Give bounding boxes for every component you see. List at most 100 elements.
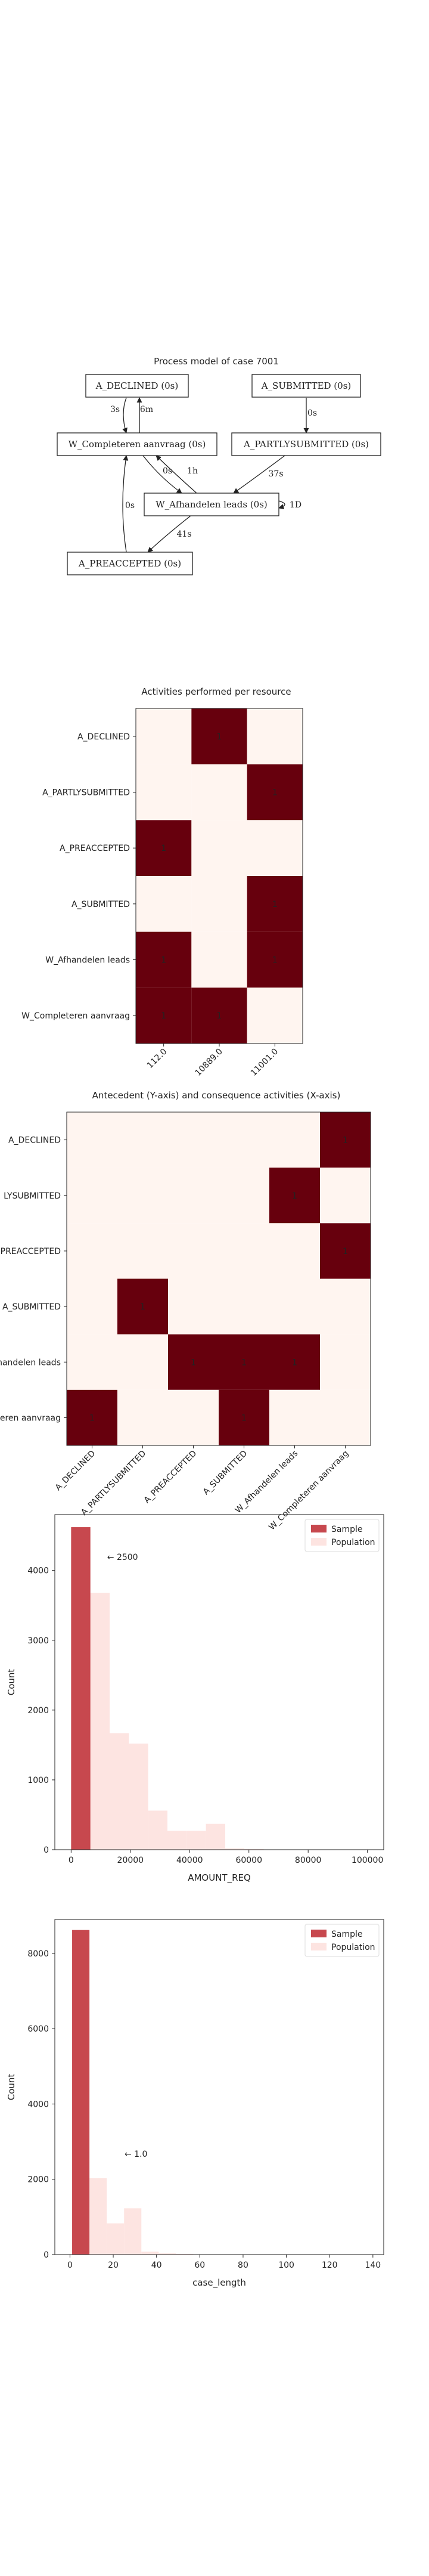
legend-entry: Population	[331, 1538, 375, 1547]
heatmap-cell	[191, 876, 247, 932]
heatmap-cell	[117, 1389, 168, 1445]
y-tick-label: eren aanvraag	[0, 1413, 61, 1423]
heatmap-cell	[247, 820, 303, 876]
edge-completeren-afhandelen	[142, 455, 182, 494]
legend-swatch	[311, 1525, 327, 1532]
x-tick-label: 10889.0	[194, 1047, 225, 1078]
heatmap-cell	[247, 876, 303, 932]
x-tick-label: 11001.0	[249, 1047, 280, 1078]
bar-population	[244, 1849, 264, 1850]
y-tick-label: 2000	[27, 1706, 49, 1716]
plot-frame	[54, 1919, 384, 2255]
y-tick-label: A_SUBMITTED	[72, 900, 130, 909]
heatmap-cell	[136, 764, 192, 821]
node-label: W_Completeren aanvraag (0s)	[69, 439, 206, 450]
heatmap-cell-label: 1	[292, 1191, 297, 1201]
node-afhandelen: W_Afhandelen leads (0s)	[144, 493, 279, 516]
heatmap-cell	[219, 1334, 269, 1390]
heatmap-cell-label: 1	[161, 844, 166, 853]
heatmap-cell	[117, 1278, 168, 1335]
heatmap-cell	[67, 1112, 117, 1168]
y-tick-label: A_DECLINED	[77, 732, 130, 742]
annotation: ← 2500	[107, 1553, 138, 1562]
edge-label: 0s	[163, 466, 172, 476]
heatmap-cell	[67, 1278, 117, 1335]
node-partly: A_PARTLYSUBMITTED (0s)	[231, 432, 381, 456]
edge-afhandelen-afhandelen	[278, 500, 285, 510]
edge-completeren-declined	[122, 397, 128, 434]
resource-heatmap: Activities performed per resource 1 1 1 1 1 1…	[21, 686, 303, 1078]
heatmap-cell	[219, 1223, 269, 1279]
node-label: A_PREACCEPTED (0s)	[78, 558, 181, 569]
heatmap-cell	[219, 1168, 269, 1224]
x-tick-label: 100	[278, 2261, 294, 2270]
heatmap-cell	[320, 1112, 371, 1168]
heatmap-cell-label: 1	[343, 1136, 348, 1145]
heatmap-cell	[168, 1168, 219, 1224]
edge-afhandelen-preaccepted	[147, 515, 191, 553]
heatmap-resource-title: Activities performed per resource	[141, 686, 291, 697]
heatmap-cell	[136, 931, 192, 988]
legend-swatch	[311, 1538, 327, 1546]
node-declined: A_DECLINED (0s)	[85, 374, 189, 398]
legend-entry: Population	[331, 1943, 375, 1952]
heatmap-cell-label: 1	[272, 956, 278, 965]
heatmap-cell	[191, 708, 247, 764]
y-tick-label: 0	[43, 1846, 49, 1855]
bar-population	[148, 1810, 167, 1850]
bar-population	[167, 1831, 187, 1850]
x-axis-label: AMOUNT_REQ	[188, 1872, 251, 1884]
heatmap-cell	[168, 1389, 219, 1445]
bar-population	[89, 2178, 107, 2255]
heatmap-cell	[67, 1389, 117, 1445]
heatmap-cell	[136, 876, 192, 932]
heatmap-cell	[67, 1223, 117, 1279]
x-axis-label: case_length	[192, 2277, 246, 2289]
y-tick-label: handelen leads	[0, 1358, 61, 1367]
heatmap-cell	[247, 987, 303, 1044]
y-tick-label: A_SUBMITTED	[2, 1302, 61, 1312]
bar-population	[110, 1733, 129, 1850]
heatmap-cell	[117, 1334, 168, 1390]
node-completeren: W_Completeren aanvraag (0s)	[57, 432, 217, 456]
heatmap-cell-label: 1	[140, 1302, 145, 1312]
node-label: A_DECLINED (0s)	[95, 380, 179, 391]
x-tick-label: 40000	[176, 1856, 203, 1865]
y-tick-label: PREACCEPTED	[1, 1247, 61, 1256]
bar-population	[158, 2253, 176, 2255]
heatmap-cell	[117, 1112, 168, 1168]
heatmap-cell-label: 1	[89, 1413, 95, 1423]
x-tick-label: 40	[151, 2261, 162, 2270]
y-tick-label: 4000	[27, 2100, 49, 2109]
edge-afhandelen-completeren	[156, 455, 197, 494]
x-tick-label: A_SUBMITTED	[201, 1449, 250, 1497]
heatmap-cell	[320, 1389, 371, 1445]
node-label: W_Afhandelen leads (0s)	[156, 499, 268, 510]
heatmap-cell-label: 1	[241, 1358, 247, 1367]
heatmap-cell-label: 1	[272, 900, 278, 909]
node-box	[67, 552, 193, 575]
annotation: ← 1.0	[125, 2150, 147, 2159]
y-tick-label: 1000	[27, 1776, 49, 1785]
process-model-diagram: Process model of case 7001 3s 6m 0s 0s 1h 37s…	[57, 356, 381, 575]
heatmap-cell	[269, 1334, 320, 1390]
heatmap-cell	[67, 1334, 117, 1390]
y-tick-label: 4000	[27, 1566, 49, 1576]
bar-population	[225, 1848, 245, 1850]
heatmap-cell-label: 1	[217, 1011, 222, 1021]
heatmap-cell	[191, 820, 247, 876]
edge-preaccepted-completeren	[122, 455, 129, 553]
heatmap-cell	[191, 987, 247, 1044]
edge-label: 0s	[125, 501, 135, 510]
bar-population	[107, 2223, 125, 2255]
heatmap-cell-label: 1	[241, 1413, 247, 1423]
heatmap-cell	[320, 1168, 371, 1224]
edge-label: 37s	[269, 469, 284, 479]
heatmap-cell	[269, 1168, 320, 1224]
y-axis-label: Count	[6, 1669, 17, 1696]
y-tick-label: 3000	[27, 1636, 49, 1646]
amount-req-histogram: 0 20000 40000 60000 80000 100000 0 1000 2000 3000…	[6, 1514, 384, 1884]
heatmap-cell	[320, 1278, 371, 1335]
node-label: A_SUBMITTED (0s)	[261, 380, 352, 391]
edge-label: 1D	[290, 500, 301, 510]
